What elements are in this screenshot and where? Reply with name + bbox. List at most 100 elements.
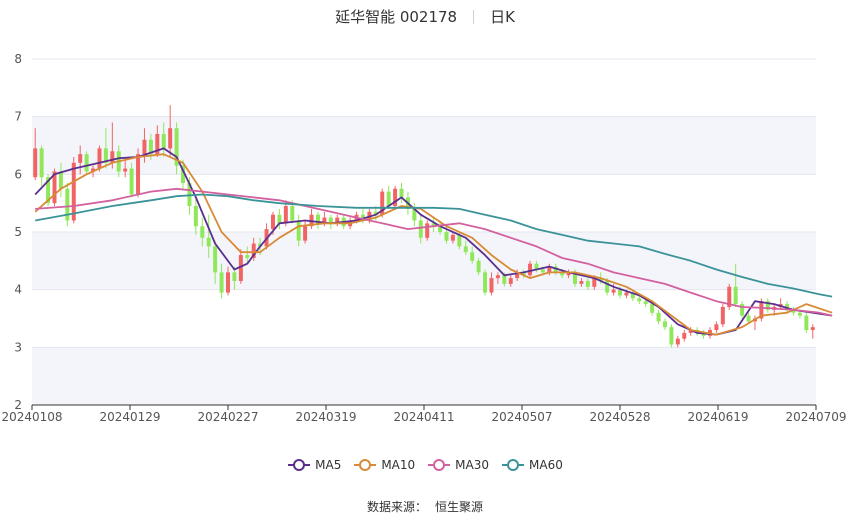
candle xyxy=(328,214,333,230)
candle-body xyxy=(251,243,256,258)
legend-marker-circle xyxy=(433,459,446,471)
candle-body xyxy=(630,292,635,299)
source-label: 数据来源： xyxy=(366,500,427,514)
legend-item-ma60[interactable]: MA60 xyxy=(501,458,563,472)
ma30-line xyxy=(35,187,833,317)
candle-body xyxy=(669,327,674,345)
candle-body xyxy=(444,232,449,241)
legend-item-ma10[interactable]: MA10 xyxy=(353,458,415,472)
candle xyxy=(765,298,770,313)
candle-body xyxy=(270,214,275,230)
candle-body xyxy=(148,139,153,155)
candle-body xyxy=(515,272,520,279)
candle-body xyxy=(245,255,250,258)
candle-body xyxy=(540,269,545,273)
candle xyxy=(785,301,790,313)
candle xyxy=(733,263,738,307)
x-tick-label: 20240227 xyxy=(197,410,258,424)
y-tick-label: 8 xyxy=(14,52,22,66)
candle-body xyxy=(637,298,642,302)
candle-body xyxy=(618,289,622,296)
legend-marker-circle xyxy=(293,459,306,471)
candle-body xyxy=(553,266,558,273)
legend-item-ma5[interactable]: MA5 xyxy=(287,458,341,472)
moving-average-lines xyxy=(34,147,833,336)
x-tick-label: 20240709 xyxy=(785,410,846,424)
candle xyxy=(33,128,38,181)
candle xyxy=(720,304,725,328)
x-tick-label: 20240319 xyxy=(295,410,356,424)
candle xyxy=(791,306,796,316)
candle xyxy=(226,266,230,296)
candle-body xyxy=(450,234,455,241)
candle xyxy=(84,151,89,175)
candle xyxy=(675,335,680,348)
candle-body xyxy=(174,128,179,166)
candle-body xyxy=(46,177,51,204)
x-tick-label: 20240411 xyxy=(393,410,454,424)
candle xyxy=(213,240,218,284)
legend-marker-icon xyxy=(354,459,377,471)
candle-body xyxy=(688,330,693,333)
candle xyxy=(585,278,590,290)
candle-body xyxy=(155,133,160,155)
candle-body xyxy=(328,217,333,224)
candle xyxy=(219,263,224,299)
candle xyxy=(470,246,475,264)
candle xyxy=(155,125,160,158)
candle xyxy=(431,217,436,232)
candle xyxy=(630,289,635,302)
legend-item-ma30[interactable]: MA30 xyxy=(427,458,489,472)
candle xyxy=(399,182,404,204)
candle-body xyxy=(219,272,224,293)
candle-body xyxy=(759,301,764,319)
candle-body xyxy=(579,281,584,284)
candle-body xyxy=(103,148,108,163)
candle-body xyxy=(457,234,462,247)
candle-body xyxy=(290,206,295,221)
candle-body xyxy=(33,148,38,178)
candle xyxy=(277,208,282,230)
candle-body xyxy=(161,133,166,149)
data-source: 数据来源： 恒生聚源 xyxy=(0,498,850,515)
x-axis: 20240108 20240129 20240227 20240319 20240411… xyxy=(1,404,847,424)
candle-body xyxy=(611,289,616,293)
candle-body xyxy=(547,266,552,273)
title-divider xyxy=(473,10,475,24)
candle xyxy=(251,237,256,261)
candle-body xyxy=(650,304,655,313)
x-tick-label: 20240507 xyxy=(491,410,552,424)
candle-body xyxy=(315,214,320,224)
candle-body xyxy=(39,148,44,178)
candle-body xyxy=(78,154,83,163)
candle-body xyxy=(322,217,327,224)
y-tick-label: 4 xyxy=(14,283,22,297)
candle-body xyxy=(206,237,211,247)
candle xyxy=(193,197,198,235)
candle-body xyxy=(335,217,340,224)
candle-body xyxy=(585,281,590,287)
candle xyxy=(656,309,661,325)
candle-body xyxy=(785,304,790,310)
x-tick-label: 20240129 xyxy=(99,410,160,424)
candle-body xyxy=(393,188,398,207)
candle xyxy=(669,324,674,348)
candle-body xyxy=(521,272,526,276)
x-tick-label: 20240108 xyxy=(1,410,62,424)
legend-marker-icon xyxy=(502,459,525,471)
legend-label: MA60 xyxy=(529,458,563,472)
candle-body xyxy=(714,324,719,331)
chart-background-bands xyxy=(32,116,816,405)
y-tick-label: 5 xyxy=(14,225,22,239)
stock-name: 延华智能 002178 xyxy=(335,8,458,26)
candle xyxy=(534,260,539,273)
candle xyxy=(688,327,693,336)
candle xyxy=(303,220,308,244)
candle-body xyxy=(624,292,629,296)
candle-body xyxy=(797,312,802,316)
candle-body xyxy=(643,301,648,305)
candle-body xyxy=(129,168,134,195)
candle xyxy=(232,266,237,290)
candle xyxy=(168,105,173,158)
candle-body xyxy=(232,272,237,282)
